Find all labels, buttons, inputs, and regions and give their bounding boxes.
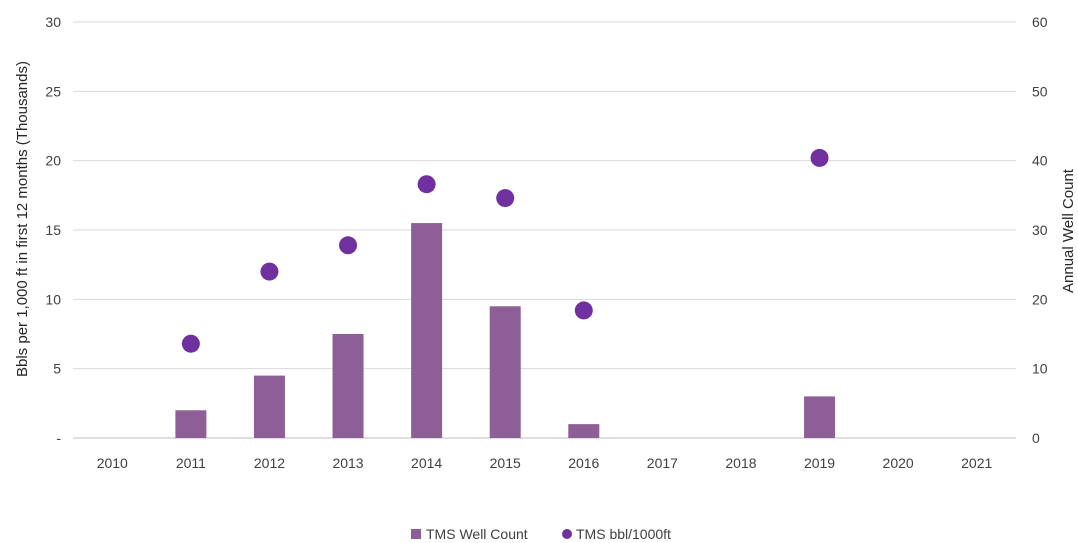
legend: TMS Well Count TMS bbl/1000ft: [411, 526, 671, 542]
x-tick-label: 2016: [568, 455, 599, 471]
x-axis-ticks: 2010 2011 2012 2013 2014 2015 2016 2017 2018 2019…: [97, 455, 993, 471]
x-tick-label: 2019: [804, 455, 835, 471]
y-left-tick-label: 20: [45, 153, 61, 169]
legend-dot-swatch: [562, 529, 572, 539]
y-right-tick-label: 20: [1032, 291, 1048, 307]
y-left-tick-label: -: [56, 430, 61, 446]
data-point: [181, 334, 200, 353]
x-tick-label: 2010: [97, 455, 128, 471]
y-right-tick-label: 30: [1032, 222, 1048, 238]
x-tick-label: 2014: [411, 455, 442, 471]
y-left-tick-label: 10: [45, 291, 61, 307]
x-tick-label: 2021: [961, 455, 992, 471]
left-axis-ticks: - 5 10 15 20 25 30: [45, 14, 61, 446]
y-right-tick-label: 60: [1032, 14, 1048, 30]
x-tick-label: 2015: [490, 455, 521, 471]
data-point: [417, 175, 436, 194]
y-right-tick-label: 0: [1032, 430, 1040, 446]
y-axis-left-title: Bbls per 1,000 ft in first 12 months (Th…: [14, 61, 31, 377]
x-tick-label: 2017: [647, 455, 678, 471]
bar: [568, 424, 600, 438]
y-left-tick-label: 25: [45, 83, 61, 99]
right-axis-ticks: 0 10 20 30 40 50 60: [1032, 14, 1048, 446]
bar: [175, 410, 207, 438]
x-tick-label: 2011: [176, 455, 206, 471]
data-point: [810, 148, 829, 167]
x-tick-label: 2020: [883, 455, 914, 471]
legend-dot-label: TMS bbl/1000ft: [576, 526, 671, 542]
bar: [332, 334, 364, 438]
bar: [253, 375, 285, 438]
bar: [804, 396, 836, 438]
y-right-tick-label: 50: [1032, 83, 1048, 99]
legend-bar-swatch: [411, 529, 421, 539]
y-right-tick-label: 40: [1032, 153, 1048, 169]
gridlines: [73, 21, 1016, 439]
x-tick-label: 2018: [725, 455, 756, 471]
scatter-series: [181, 148, 829, 353]
bar-series: [175, 223, 836, 438]
y-left-tick-label: 15: [45, 222, 61, 238]
data-point: [574, 301, 593, 320]
y-right-tick-label: 10: [1032, 361, 1048, 377]
x-tick-label: 2013: [332, 455, 363, 471]
bar: [411, 223, 443, 438]
y-axis-right-title: Annual Well Count: [1060, 168, 1077, 293]
y-left-tick-label: 5: [53, 361, 61, 377]
x-tick-label: 2012: [254, 455, 285, 471]
data-point: [260, 262, 279, 281]
data-point: [496, 189, 515, 208]
legend-bar-label: TMS Well Count: [426, 526, 528, 542]
bar: [489, 306, 521, 438]
data-point: [339, 236, 358, 255]
y-left-tick-label: 30: [45, 14, 61, 30]
